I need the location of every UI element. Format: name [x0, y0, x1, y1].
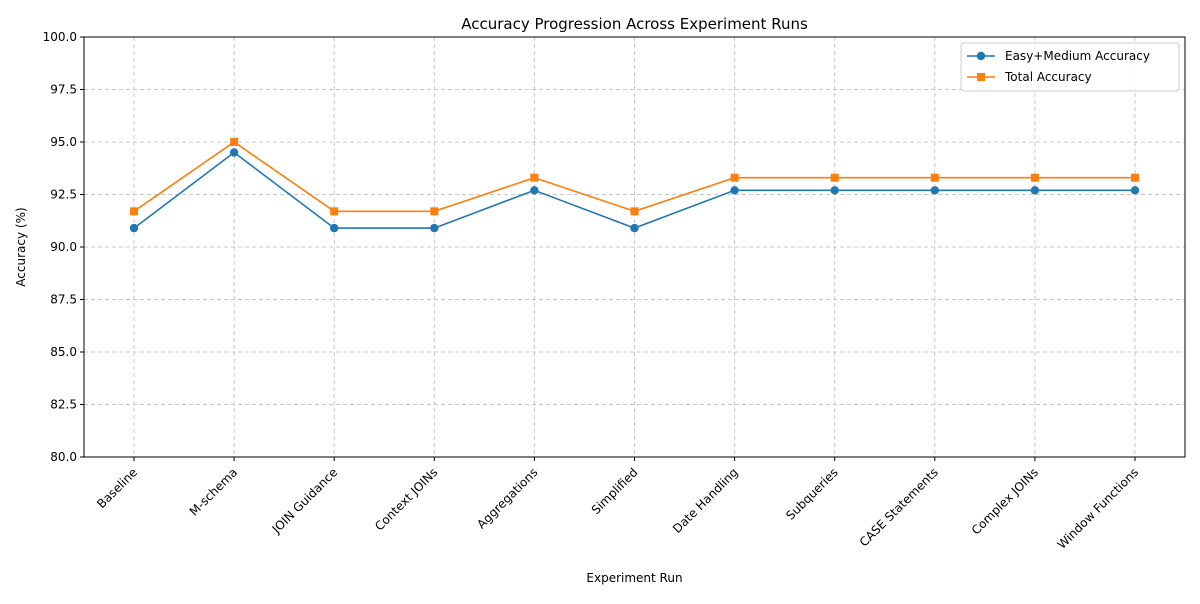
series-1: [130, 138, 1139, 216]
legend-label: Total Accuracy: [1004, 70, 1092, 84]
x-tick-label: Date Handling: [670, 465, 741, 536]
y-tick-label: 87.5: [50, 293, 77, 307]
data-point: [330, 223, 339, 233]
data-point: [730, 173, 739, 182]
data-point: [130, 207, 138, 216]
data-point: [830, 173, 839, 182]
legend-marker: [977, 73, 985, 81]
data-point: [730, 186, 739, 195]
x-tick-label: Baseline: [94, 465, 140, 511]
data-point: [1030, 186, 1040, 195]
y-tick-label: 100.0: [43, 30, 77, 44]
x-tick-label: Context JOINs: [372, 465, 440, 533]
series-0: [129, 148, 1140, 233]
x-tick-label: Complex JOINs: [969, 465, 1041, 537]
y-tick-label: 90.0: [50, 240, 77, 254]
legend-entry: Easy+Medium Accuracy: [967, 49, 1150, 63]
x-tick-label: M-schema: [187, 465, 240, 518]
x-tick-label: JOIN Guidance: [269, 465, 340, 536]
data-point: [129, 223, 139, 233]
y-axis-label: Accuracy (%): [14, 207, 28, 286]
y-tick-label: 97.5: [50, 83, 77, 97]
data-point: [230, 138, 239, 146]
data-point: [530, 186, 539, 195]
y-tick-label: 80.0: [50, 450, 77, 464]
data-point: [930, 173, 939, 182]
data-point: [1131, 173, 1139, 182]
x-tick-label: Simplified: [589, 465, 641, 517]
grid: [84, 36, 1185, 458]
data-point: [630, 207, 639, 216]
data-point: [229, 148, 239, 157]
legend-label: Easy+Medium Accuracy: [1005, 49, 1150, 63]
data-point: [830, 186, 839, 195]
x-tick-label: Window Functions: [1055, 465, 1142, 552]
data-point: [330, 207, 339, 216]
legend-box: [960, 42, 1180, 92]
axis-ticks: Baseline M-schema JOIN Guidance Context JOI…: [43, 30, 1141, 552]
x-tick-label: Subqueries: [783, 465, 841, 523]
x-tick-label: Aggregations: [474, 465, 540, 531]
data-point: [530, 173, 539, 182]
data-point: [430, 207, 439, 216]
data-point: [430, 223, 439, 233]
legend-entry: Total Accuracy: [967, 70, 1092, 84]
y-tick-label: 82.5: [50, 398, 77, 412]
legend: Easy+Medium Accuracy Total Accuracy: [960, 42, 1180, 92]
legend-marker: [976, 51, 986, 61]
y-tick-label: 95.0: [50, 135, 77, 149]
y-tick-label: 92.5: [50, 188, 77, 202]
data-point: [630, 223, 639, 233]
data-point: [1130, 186, 1140, 195]
x-axis-label: Experiment Run: [586, 571, 682, 585]
y-tick-label: 85.0: [50, 345, 77, 359]
series-group: [129, 138, 1140, 233]
data-point: [930, 186, 939, 195]
data-point: [1030, 173, 1039, 182]
chart-title: Accuracy Progression Across Experiment R…: [461, 15, 808, 33]
x-tick-label: CASE Statements: [857, 465, 941, 549]
